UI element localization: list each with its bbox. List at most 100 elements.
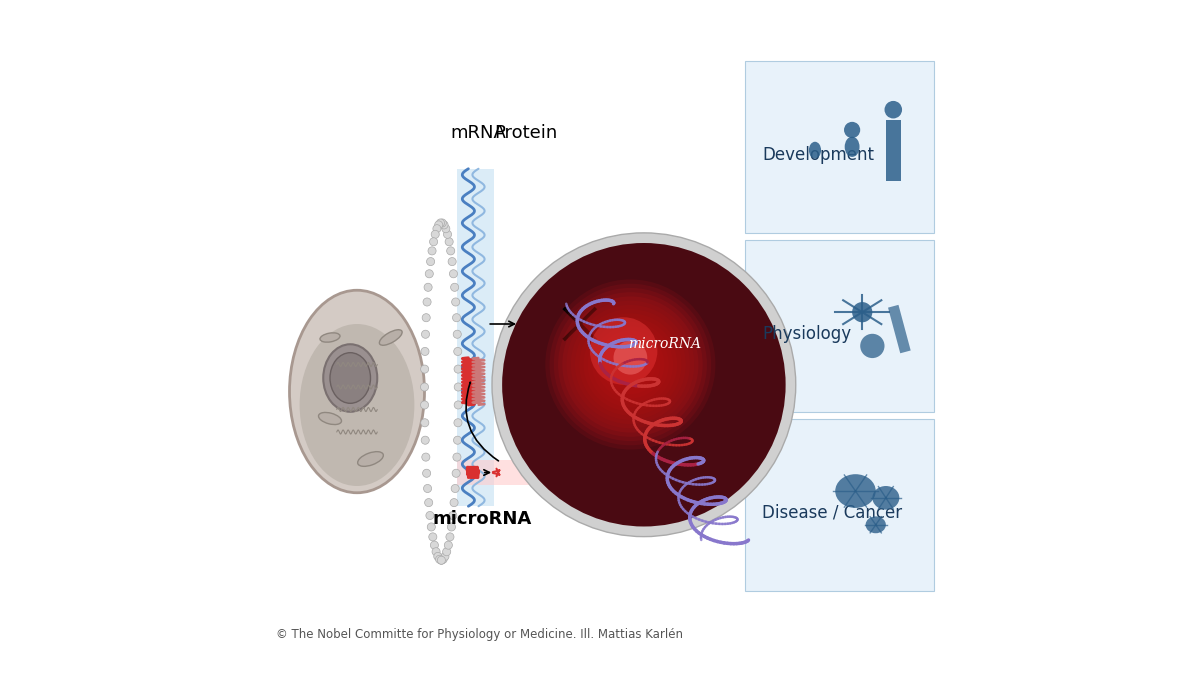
Circle shape	[613, 341, 647, 375]
Text: microRNA: microRNA	[628, 338, 701, 351]
Circle shape	[554, 288, 707, 441]
Ellipse shape	[318, 412, 342, 425]
Circle shape	[450, 284, 458, 292]
Circle shape	[884, 101, 902, 119]
Circle shape	[437, 219, 444, 227]
FancyBboxPatch shape	[456, 169, 493, 506]
FancyBboxPatch shape	[745, 418, 934, 591]
Text: Protein: Protein	[494, 124, 557, 142]
Polygon shape	[888, 305, 911, 353]
Circle shape	[440, 221, 448, 229]
Circle shape	[583, 318, 677, 411]
Circle shape	[444, 230, 451, 238]
Circle shape	[446, 247, 455, 255]
Circle shape	[421, 436, 430, 444]
Circle shape	[844, 122, 860, 138]
Ellipse shape	[865, 516, 886, 533]
Ellipse shape	[300, 324, 414, 486]
Circle shape	[440, 552, 449, 560]
Circle shape	[438, 219, 446, 227]
Circle shape	[442, 225, 450, 233]
Circle shape	[421, 330, 430, 338]
Text: © The Nobel Committe for Physiology or Medicine. Ill. Mattias Karlén: © The Nobel Committe for Physiology or M…	[276, 628, 683, 641]
Circle shape	[580, 313, 682, 416]
Circle shape	[431, 541, 438, 549]
Text: mRNA: mRNA	[450, 124, 506, 142]
Circle shape	[436, 556, 444, 564]
Circle shape	[448, 523, 456, 531]
Circle shape	[562, 286, 577, 302]
Circle shape	[452, 453, 461, 461]
Circle shape	[558, 292, 703, 437]
Circle shape	[434, 221, 443, 229]
Ellipse shape	[809, 142, 821, 159]
Circle shape	[448, 258, 456, 266]
Circle shape	[452, 314, 461, 322]
Text: Disease / Cancer: Disease / Cancer	[762, 504, 902, 522]
Circle shape	[454, 383, 462, 391]
Text: microRNA: microRNA	[432, 510, 532, 528]
Text: Development: Development	[762, 146, 874, 164]
Ellipse shape	[330, 352, 371, 404]
Ellipse shape	[379, 329, 402, 346]
Circle shape	[422, 469, 431, 477]
Circle shape	[427, 523, 436, 531]
Circle shape	[424, 298, 431, 306]
FancyBboxPatch shape	[745, 61, 934, 233]
FancyArrowPatch shape	[466, 383, 498, 461]
Circle shape	[439, 556, 448, 564]
Circle shape	[424, 485, 432, 493]
FancyBboxPatch shape	[745, 240, 934, 412]
Circle shape	[432, 547, 440, 556]
Circle shape	[592, 326, 668, 403]
Circle shape	[421, 418, 428, 427]
Ellipse shape	[845, 136, 859, 157]
FancyBboxPatch shape	[886, 120, 901, 181]
Circle shape	[425, 270, 433, 278]
Circle shape	[454, 348, 462, 356]
Circle shape	[575, 309, 685, 420]
Circle shape	[426, 258, 434, 266]
Circle shape	[431, 230, 439, 238]
Circle shape	[420, 365, 428, 373]
Circle shape	[422, 314, 431, 322]
Ellipse shape	[872, 486, 899, 510]
Ellipse shape	[323, 344, 377, 412]
Circle shape	[596, 331, 665, 398]
Circle shape	[428, 533, 437, 541]
Circle shape	[452, 469, 460, 477]
Ellipse shape	[835, 474, 876, 508]
Circle shape	[566, 301, 694, 429]
Circle shape	[451, 298, 460, 306]
Circle shape	[454, 330, 461, 338]
Circle shape	[420, 383, 428, 391]
Circle shape	[424, 284, 432, 292]
Circle shape	[444, 541, 452, 549]
Circle shape	[443, 547, 451, 556]
Circle shape	[571, 305, 690, 424]
Circle shape	[437, 556, 445, 564]
Circle shape	[852, 302, 872, 322]
Circle shape	[421, 348, 430, 356]
Circle shape	[433, 552, 442, 560]
Circle shape	[428, 247, 436, 255]
Circle shape	[860, 333, 884, 358]
FancyBboxPatch shape	[456, 460, 592, 485]
Circle shape	[425, 499, 433, 507]
Circle shape	[433, 225, 440, 233]
Circle shape	[588, 298, 599, 309]
Circle shape	[450, 499, 458, 507]
Ellipse shape	[289, 290, 425, 493]
Circle shape	[421, 453, 430, 461]
Circle shape	[445, 238, 454, 246]
Circle shape	[420, 401, 428, 409]
Circle shape	[454, 401, 462, 409]
Circle shape	[492, 233, 796, 537]
Circle shape	[550, 284, 712, 446]
Circle shape	[430, 238, 438, 246]
Circle shape	[454, 436, 462, 444]
Circle shape	[437, 556, 445, 564]
Circle shape	[605, 339, 656, 390]
Ellipse shape	[320, 333, 340, 342]
Circle shape	[590, 317, 658, 385]
